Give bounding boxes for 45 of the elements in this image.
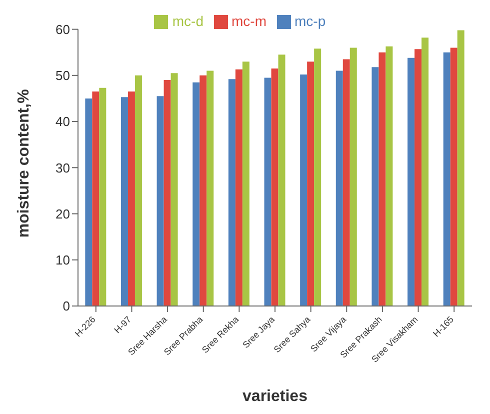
bar [386,46,393,306]
bar [372,67,379,306]
bar [85,98,92,306]
bar [128,92,135,306]
bar [336,70,343,306]
bar [92,92,100,306]
legend-label: mc-p [294,13,326,29]
bar [271,68,278,306]
y-tick-label: 10 [56,252,70,268]
bar [300,74,308,306]
bar [134,75,142,306]
bar [156,96,164,306]
bar [414,49,422,306]
bar [206,70,214,306]
y-axis-title: moisture content,% [16,89,33,238]
bar [228,79,236,306]
y-tick-label: 40 [56,114,70,130]
bar [307,62,314,306]
y-tick-label: 30 [56,160,70,176]
bar [422,38,429,306]
bar [378,52,386,306]
bar [242,62,250,306]
bar [443,52,450,306]
bar [278,54,286,306]
bar [99,88,106,306]
y-tick-label: 0 [62,298,70,314]
y-tick-label: 20 [56,206,70,222]
bar [350,48,357,306]
bar [170,73,178,306]
bar [457,30,464,306]
bar [314,48,322,306]
legend-label: mc-d [172,13,204,29]
bar [342,59,350,306]
bar [200,75,207,306]
bar [192,82,200,306]
legend-label: mc-m [232,13,266,29]
y-tick-label: 60 [56,22,70,37]
bar [450,48,458,306]
bar [235,69,242,306]
x-axis-title: varieties [242,388,308,405]
bar [264,78,272,306]
y-tick-label: 50 [56,68,70,84]
bar [164,80,171,306]
bar [120,97,128,306]
bar [408,58,415,306]
